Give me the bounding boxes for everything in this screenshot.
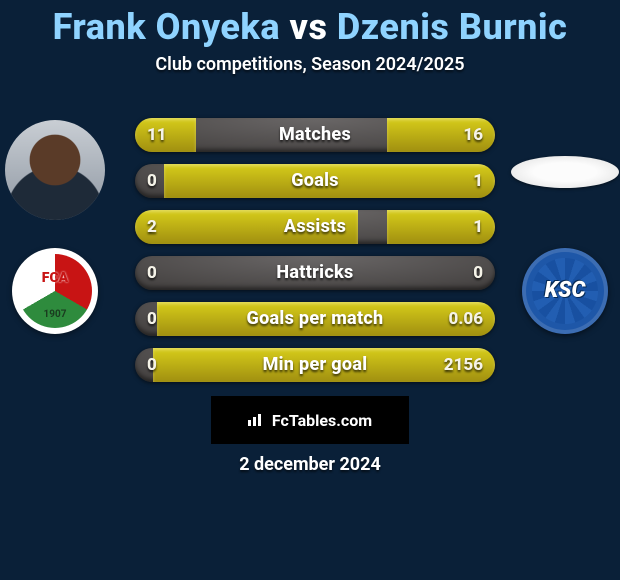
attribution-banner[interactable]: FcTables.com (211, 396, 409, 444)
title-player2: Dzenis Burnic (337, 6, 567, 48)
page-title: Frank Onyeka vs Dzenis Burnic (0, 0, 620, 48)
title-player1: Frank Onyeka (53, 6, 280, 48)
title-vs: vs (290, 6, 328, 48)
stat-row: 02156Min per goal (135, 348, 495, 382)
stat-label: Min per goal (135, 348, 495, 382)
player2-avatar (515, 120, 615, 220)
player2-blank-ellipse (511, 156, 619, 188)
date-text: 2 december 2024 (0, 454, 620, 475)
player2-club-badge (522, 248, 608, 334)
stat-label: Hattricks (135, 256, 495, 290)
comparison-card: Frank Onyeka vs Dzenis Burnic Club compe… (0, 0, 620, 580)
left-column: 1907 (0, 110, 110, 334)
subtitle: Club competitions, Season 2024/2025 (0, 54, 620, 75)
player1-avatar (5, 120, 105, 220)
stat-label: Assists (135, 210, 495, 244)
attribution-text: FcTables.com (272, 411, 372, 430)
stat-row: 21Assists (135, 210, 495, 244)
stat-label: Goals per match (135, 302, 495, 336)
player1-club-year: 1907 (12, 309, 98, 320)
player1-club-badge: 1907 (12, 248, 98, 334)
bar-chart-icon (248, 414, 264, 426)
stat-row: 00Hattricks (135, 256, 495, 290)
stat-label: Goals (135, 164, 495, 198)
player1-photo (5, 120, 105, 220)
stat-row: 00.06Goals per match (135, 302, 495, 336)
stat-label: Matches (135, 118, 495, 152)
stat-row: 01Goals (135, 164, 495, 198)
right-column (510, 110, 620, 334)
stat-row: 1116Matches (135, 118, 495, 152)
stats-bars: 1116Matches 01Goals 21Assists 00Hattricks 00… (135, 118, 495, 394)
